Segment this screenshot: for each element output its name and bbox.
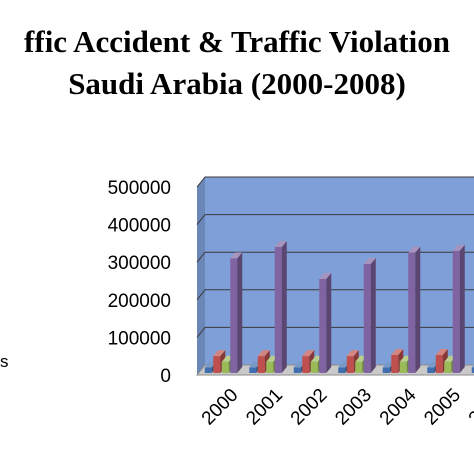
y-tick-label: 100000 [108,328,171,349]
gridline [196,326,474,338]
x-tick-label: 2001 [242,385,287,430]
bar [391,354,399,373]
bar-top [319,273,332,279]
bar [471,367,474,373]
gridline [196,251,474,263]
bar [302,356,310,373]
bar [266,361,274,373]
bar [204,367,212,373]
x-tick-label: 2002 [287,385,332,430]
bar-side [415,246,421,373]
legend-fragment: s [0,352,9,371]
bar-top [363,257,376,264]
x-tick-label: 2006 [465,385,474,430]
bar [452,250,460,373]
bar-side [281,241,287,373]
y-tick-label: 0 [160,366,171,387]
gridline [196,176,474,188]
plot-back-wall [205,177,474,365]
y-tick-label: 200000 [108,291,171,312]
bar [363,263,371,373]
bar [355,361,363,373]
gridline [196,289,474,301]
bar [249,367,257,373]
bar [274,247,282,373]
bar-top [213,350,226,357]
bar [435,354,443,373]
bar [346,356,354,373]
bar [257,356,265,373]
bar-side [459,244,465,373]
bar-side [326,273,332,373]
bar [427,367,435,373]
bar [399,361,407,373]
plot-side-wall [197,177,205,375]
bar-top [471,364,474,368]
y-tick-label: 400000 [108,216,171,237]
bar-top [274,241,287,248]
bar [382,367,390,373]
gridline [196,214,474,225]
bar-side [237,252,243,373]
bar [293,367,301,373]
y-tick-label: 500000 [108,178,171,199]
bar-top [230,252,243,259]
bar [319,279,327,373]
bar-top [346,350,359,357]
bar [408,252,416,373]
bar [221,361,229,373]
bar-top [257,350,270,357]
x-tick-label: 2003 [331,385,376,430]
bar-top [302,350,315,357]
bar [230,258,238,373]
x-tick-label: 2005 [420,385,465,430]
bar [338,367,346,373]
bar-top [452,244,465,251]
bar-top [391,348,404,355]
y-tick-label: 300000 [108,253,171,274]
bar-top [408,246,421,253]
bar-top [435,348,448,355]
chart-title-line2: Saudi Arabia (2000-2008) [68,66,406,101]
bar [444,361,452,373]
chart-title-line1: ffic Accident & Traffic Violation [24,24,450,59]
x-tick-label: 2000 [198,385,243,430]
bar [213,356,221,373]
bar-side [370,257,376,373]
x-tick-label: 2004 [376,384,421,429]
bar [310,361,318,373]
